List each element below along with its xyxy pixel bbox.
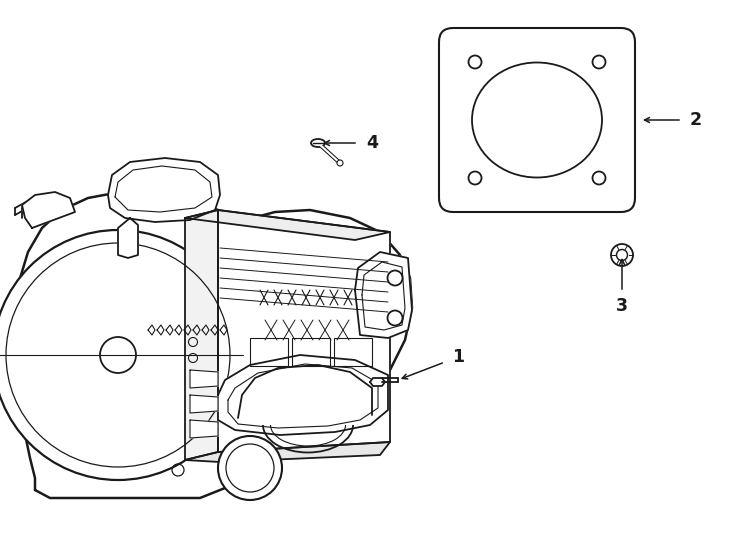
Polygon shape (118, 218, 138, 258)
Circle shape (337, 160, 343, 166)
Polygon shape (190, 395, 218, 413)
Polygon shape (108, 158, 220, 222)
Polygon shape (185, 210, 390, 240)
Ellipse shape (311, 139, 325, 147)
Text: 4: 4 (366, 134, 378, 152)
Text: 1: 1 (452, 348, 464, 366)
Polygon shape (22, 192, 75, 228)
Polygon shape (190, 370, 218, 388)
Text: 2: 2 (690, 111, 702, 129)
Circle shape (218, 436, 282, 500)
FancyBboxPatch shape (439, 28, 635, 212)
Polygon shape (218, 210, 390, 452)
Polygon shape (185, 210, 218, 460)
FancyBboxPatch shape (250, 338, 288, 366)
FancyBboxPatch shape (292, 338, 330, 366)
Polygon shape (185, 442, 390, 462)
Polygon shape (218, 355, 388, 435)
FancyBboxPatch shape (334, 338, 372, 366)
Polygon shape (355, 252, 412, 338)
Circle shape (0, 230, 243, 480)
Text: 3: 3 (616, 297, 628, 315)
Polygon shape (370, 378, 385, 386)
Circle shape (611, 244, 633, 266)
Polygon shape (15, 190, 412, 498)
Circle shape (100, 337, 136, 373)
Polygon shape (190, 420, 218, 438)
